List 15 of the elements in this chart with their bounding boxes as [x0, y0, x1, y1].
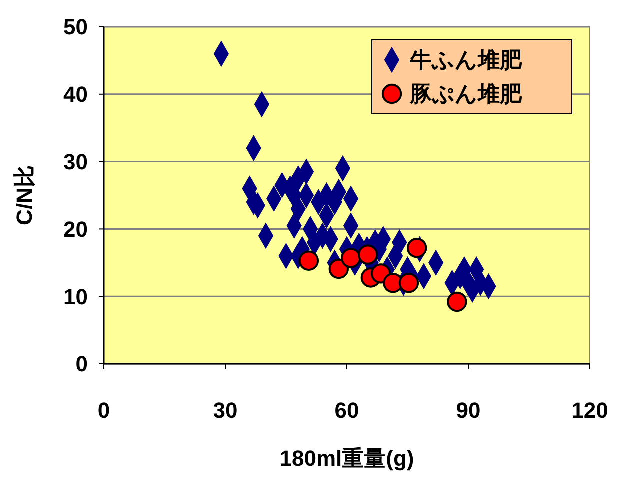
- x-tick-label: 60: [334, 398, 360, 423]
- x-tick-label: 30: [213, 398, 238, 423]
- y-tick-label: 50: [64, 14, 88, 40]
- x-tick-label: 120: [572, 398, 608, 423]
- y-axis-title: C/N比: [12, 166, 37, 226]
- x-tick-label: 0: [98, 398, 110, 423]
- x-axis-title: 180ml重量(g): [280, 446, 414, 471]
- x-tick-label: 90: [456, 398, 481, 423]
- y-tick-label: 0: [76, 352, 88, 377]
- y-tick-label: 10: [64, 284, 88, 310]
- y-tick-label: 20: [64, 216, 88, 242]
- y-tick-label: 40: [64, 82, 88, 108]
- y-tick-label: 30: [64, 150, 88, 174]
- legend-label: 牛ふん堆肥: [409, 48, 523, 73]
- legend-label: 豚ぷん堆肥: [409, 82, 523, 107]
